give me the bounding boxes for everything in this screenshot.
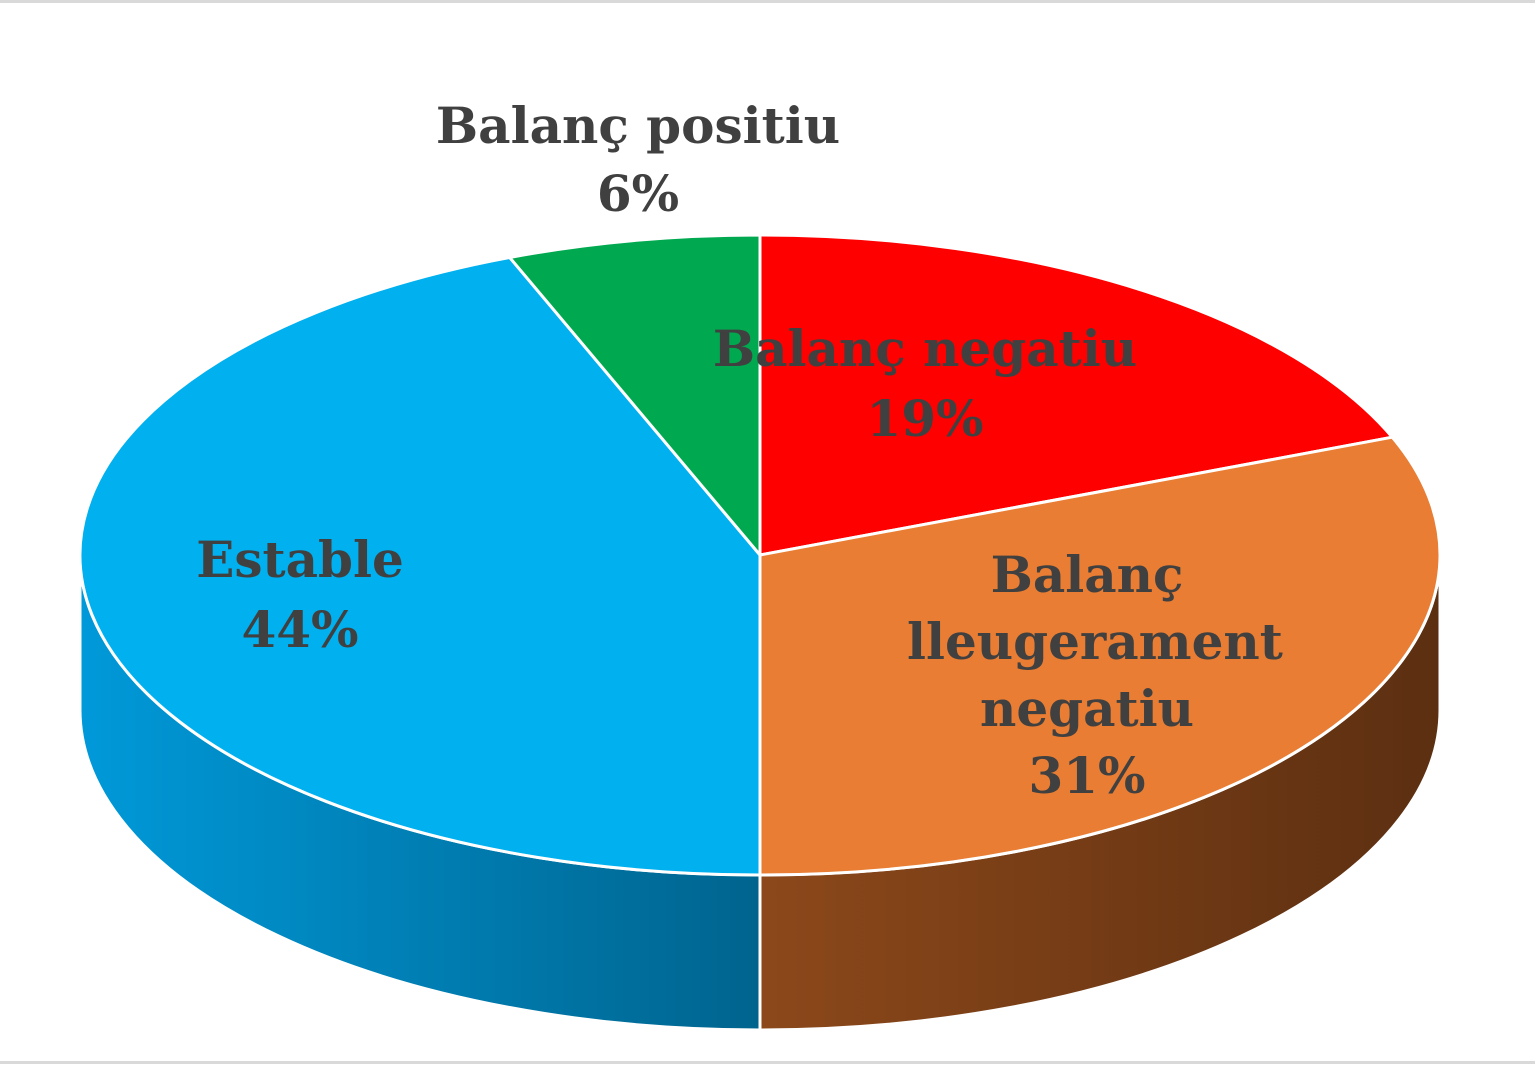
label-balanc-positiu-name: Balanç positiu: [435, 96, 841, 155]
label-estable: Estable 44%: [196, 525, 404, 665]
top-border: [0, 0, 1535, 3]
label-balanc-lleugerament-negatiu: Balanç lleugerament negatiu 31%: [907, 541, 1283, 809]
label-balanc-positiu: Balanç positiu 6%: [436, 92, 840, 228]
label-balanc-negatiu: Balanç negatiu 19%: [713, 314, 1137, 454]
label-balanc-lleugerament-negatiu-value: 31%: [1028, 746, 1146, 805]
pie-slice-balanc-positiu: [508, 233, 762, 557]
label-balanc-negatiu-name: Balanç negatiu: [712, 319, 1138, 378]
label-balanc-negatiu-value: 19%: [866, 389, 984, 448]
label-estable-name: Estable: [196, 530, 404, 589]
pie-slice-estable: [78, 255, 762, 877]
label-balanc-lleugerament-negatiu-name: Balanç lleugerament negatiu: [907, 545, 1283, 738]
pie-slice-balanc-negatiu: [758, 233, 1394, 557]
label-estable-value: 44%: [241, 600, 359, 659]
bottom-border: [0, 1061, 1535, 1064]
label-balanc-positiu-value: 6%: [596, 164, 680, 223]
pie-slice-balanc-lleugerament-negatiu: [758, 435, 1442, 877]
